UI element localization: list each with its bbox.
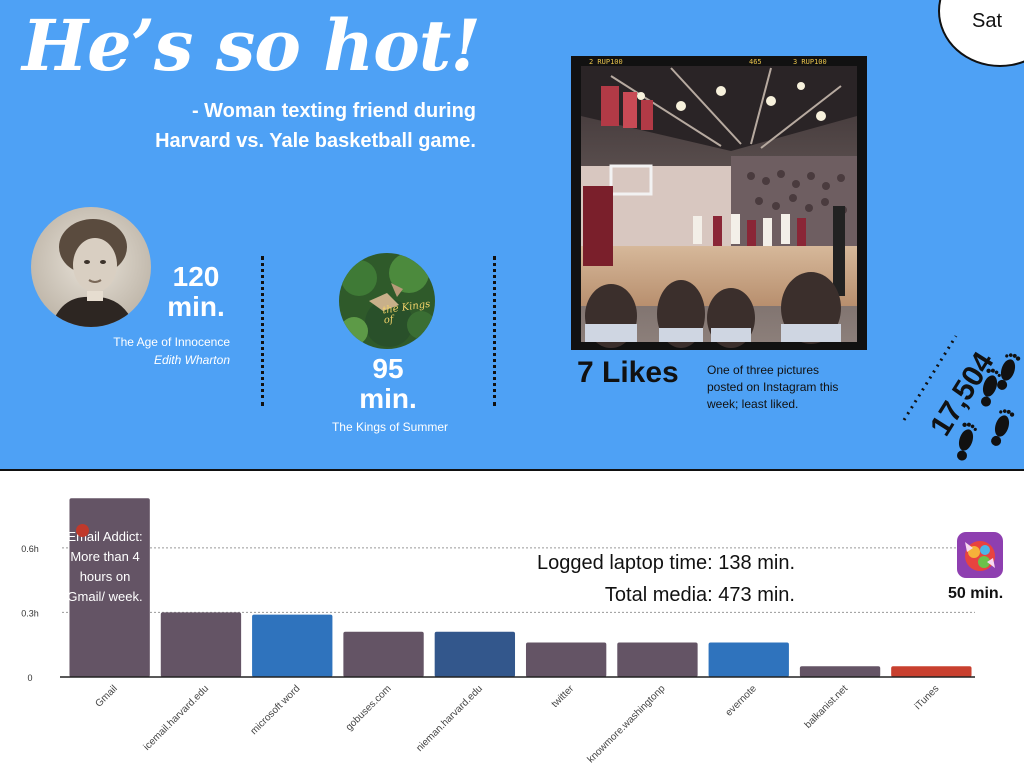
y-tick-label: 0 — [27, 673, 32, 683]
movie-poster-icon: the Kings of — [339, 253, 435, 349]
bar-9 — [891, 666, 972, 677]
top-panel: He’s so hot! - Woman texting friend duri… — [0, 0, 1024, 471]
bar-5 — [525, 642, 607, 677]
x-tick-label: twitter — [550, 683, 577, 710]
chart-panel: 0 0.3h 0.6h Gmail icemail.harvard.edu microso… — [0, 471, 1024, 768]
annotation-dot — [76, 524, 89, 537]
x-tick-label: Gmail — [94, 683, 120, 709]
usage-bar-chart: 0 0.3h 0.6h Gmail icemail.harvard.edu microso… — [21, 498, 975, 765]
quote-line-1: - Woman texting friend during — [191, 100, 476, 122]
film-minutes: 95 min. — [346, 354, 430, 414]
scoreboard-left: 2 RUP100 — [589, 58, 623, 66]
y-tick-label: 0.6h — [21, 544, 39, 554]
book-minutes-value: 120 — [172, 261, 220, 292]
quote-attribution: - Woman texting friend during Harvard vs… — [56, 96, 476, 156]
basketball-photo: 2 RUP100 465 3 RUP100 — [571, 56, 867, 350]
steps-counter: 17,504 — [898, 330, 1024, 470]
day-label: Sat — [972, 10, 1003, 32]
footprints-icon — [957, 353, 1021, 461]
dotted-divider — [261, 256, 264, 406]
film-minutes-value: 95 — [372, 353, 404, 384]
bar-1 — [160, 612, 242, 677]
x-tick-label: iTunes — [913, 683, 942, 712]
bar-2 — [252, 614, 333, 677]
x-tick-label: nieman.harvard.edu — [414, 683, 485, 754]
bar-8 — [799, 666, 881, 677]
x-tick-label: evernote — [724, 683, 760, 719]
quote-line-2: Harvard vs. Yale basketball game. — [155, 130, 476, 152]
x-tick-label: knowmore.washingtonp — [586, 683, 668, 765]
dotted-divider — [493, 256, 496, 406]
x-tick-label: microsoft word — [249, 683, 303, 737]
film-title: The Kings of Summer — [331, 420, 449, 434]
scoreboard-right: 3 RUP100 — [793, 58, 827, 66]
bar-4 — [434, 631, 516, 677]
book-minutes: 120 min. — [160, 262, 232, 322]
logged-laptop-time: Logged laptop time: 138 min. — [537, 552, 795, 574]
scoreboard-mid: 465 — [749, 58, 762, 66]
x-tick-label: gobuses.com — [344, 683, 394, 733]
instagram-note: One of three pictures posted on Instagra… — [707, 363, 839, 411]
bar-3 — [343, 631, 424, 677]
instagram-likes: 7 Likes — [577, 356, 679, 389]
x-tick-label: icemail.harvard.edu — [142, 683, 211, 752]
book-title: The Age of Innocence — [113, 335, 230, 349]
book-author: Edith Wharton — [153, 353, 230, 367]
book-caption: The Age of Innocence Edith Wharton — [70, 333, 230, 369]
bar-6 — [617, 642, 698, 677]
bar-7 — [708, 642, 789, 677]
candy-crush-icon — [957, 532, 1003, 578]
y-tick-label: 0.3h — [21, 608, 39, 618]
x-tick-label: balkanist.net — [803, 683, 851, 731]
total-media-time: Total media: 473 min. — [604, 584, 795, 606]
bar-0 — [69, 498, 150, 677]
film-minutes-unit: min. — [359, 383, 417, 414]
candy-crush-minutes: 50 min. — [948, 585, 1004, 602]
book-minutes-unit: min. — [167, 291, 225, 322]
gmail-annotation: Email Addict: More than 4 hours on Gmail… — [67, 529, 143, 604]
portrait-photo-icon — [31, 207, 151, 327]
headline: He’s so hot! — [22, 4, 481, 87]
